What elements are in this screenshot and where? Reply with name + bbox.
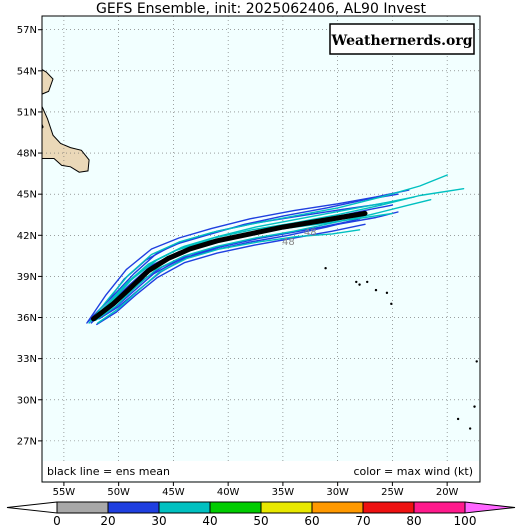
lon-tick-label: 50W (107, 487, 130, 498)
member-track (96, 223, 366, 326)
lon-tick-label: 35W (272, 487, 295, 498)
colorbar-segment (362, 501, 415, 514)
colorbar-tick-label: 50 (253, 514, 268, 528)
colorbar-arrow-left (6, 501, 58, 514)
legend-notes: black line = ens mean color = max wind (… (43, 461, 479, 481)
colorbar-segment (413, 501, 466, 514)
island-dot (390, 302, 393, 306)
colorbar-tick-label: 0 (53, 514, 61, 528)
colorbar-tick-label: 40 (202, 514, 217, 528)
island-dot (358, 283, 361, 286)
member-track (86, 189, 410, 324)
colorbar-tick-label: 30 (151, 514, 166, 528)
forecast-hour-labels: 48 48 (282, 227, 317, 248)
colorbar-tick-label: 70 (355, 514, 370, 528)
island-dot (374, 288, 378, 292)
hour-label: 48 (282, 237, 295, 248)
member-track (98, 220, 350, 320)
wind-colorbar: 0 20 30 40 50 60 70 80 100 (6, 501, 516, 528)
lon-tick-label: 45W (162, 487, 185, 498)
colorbar-tick-label: 60 (304, 514, 319, 528)
member-track (92, 196, 415, 320)
lat-tick-label: 42N (17, 231, 37, 242)
member-track (97, 229, 361, 324)
member-track (89, 174, 448, 323)
ensemble-mean-track (91, 210, 368, 322)
colorbar-segment (260, 501, 313, 514)
colorbar-segment (209, 501, 262, 514)
lon-tick-label: 55W (53, 487, 76, 498)
colorbar-tick-label: 100 (454, 514, 477, 528)
lat-tick-label: 51N (17, 107, 37, 118)
graticule (42, 16, 480, 482)
lon-tick-label: 40W (217, 487, 240, 498)
latitude-axis: 57N 54N 51N 48N 45N 42N 39N 36N 33N 30N 27N (17, 25, 42, 447)
member-track (94, 198, 432, 321)
colorbar-segment (107, 501, 160, 514)
lat-tick-label: 57N (17, 25, 37, 36)
lat-tick-label: 33N (17, 354, 37, 365)
island-dot (385, 291, 389, 295)
lat-tick-label: 45N (17, 190, 37, 201)
colorbar-segment (158, 501, 211, 514)
lon-tick-label: 20W (436, 487, 459, 498)
colorbar-segment (56, 501, 109, 514)
land-shape-2 (42, 68, 54, 95)
lat-tick-label: 30N (17, 395, 37, 406)
island-dot (366, 280, 369, 284)
land-layer (42, 68, 478, 430)
map-frame (41, 15, 481, 483)
member-track (93, 218, 361, 321)
mean-line-note: black line = ens mean (47, 465, 170, 478)
brand-box: Weathernerds.org (329, 23, 475, 55)
ensemble-tracks (86, 174, 465, 326)
island-dot (473, 405, 476, 408)
island-dot (324, 266, 327, 270)
island-dot (475, 360, 478, 363)
island-dot (456, 417, 460, 421)
hour-label: 48 (304, 227, 317, 238)
lat-tick-label: 36N (17, 313, 37, 324)
lon-tick-label: 25W (381, 487, 404, 498)
brand-label: Weathernerds.org (331, 33, 473, 49)
island-dot (355, 280, 358, 284)
map-title: GEFS Ensemble, init: 2025062406, AL90 In… (96, 1, 426, 17)
lat-tick-label: 39N (17, 272, 37, 283)
land-shape-0 (42, 106, 90, 173)
lat-tick-label: 54N (17, 66, 37, 77)
member-track (88, 212, 394, 324)
lat-tick-label: 27N (17, 436, 37, 447)
map-ocean (42, 16, 480, 482)
color-note: color = max wind (kt) (353, 465, 473, 478)
colorbar-segment (311, 501, 364, 514)
island-dot (468, 427, 472, 430)
colorbar-tick-label: 80 (406, 514, 421, 528)
lon-tick-label: 30W (326, 487, 349, 498)
longitude-axis: 55W 50W 45W 40W 35W 30W 25W 20W (53, 482, 459, 498)
colorbar-tick-label: 20 (100, 514, 115, 528)
colorbar-arrow-right (464, 501, 516, 514)
lat-tick-label: 48N (17, 149, 37, 160)
